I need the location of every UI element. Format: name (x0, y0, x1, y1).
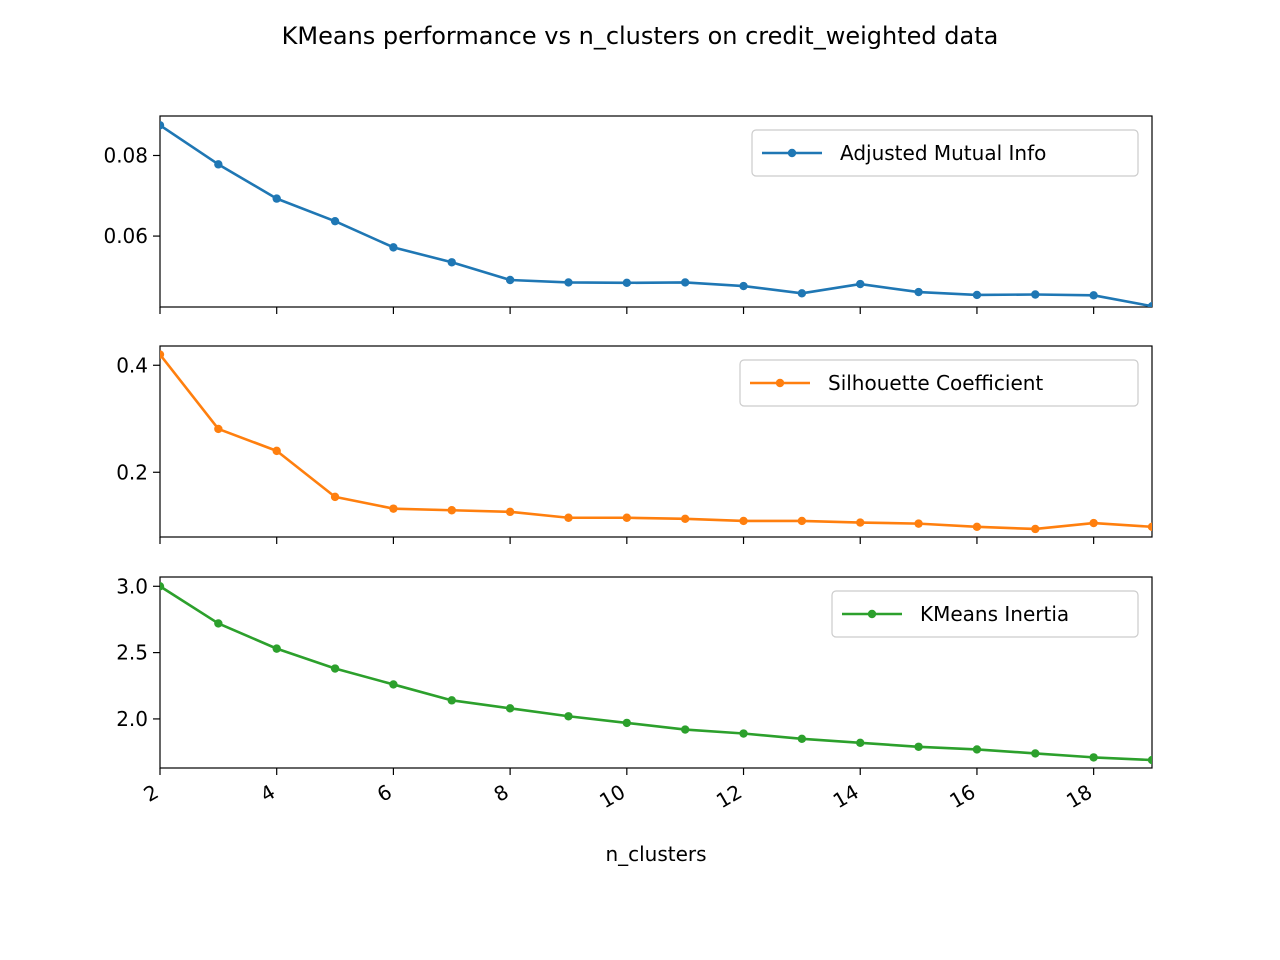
data-point (272, 446, 281, 456)
data-point (330, 492, 340, 502)
legend: Silhouette Coefficient (739, 359, 1139, 407)
series-line (160, 124, 1152, 307)
data-point (1031, 290, 1040, 299)
legend: KMeans Inertia (831, 590, 1139, 638)
data-point (214, 424, 223, 434)
x-axis-label: n_clusters (605, 842, 706, 866)
data-point (914, 519, 923, 528)
panel-2: 0.2 0.4 Silhouette Coefficient (116, 345, 1153, 544)
data-point (856, 738, 865, 747)
axes-frame (159, 345, 1153, 538)
data-point (1089, 518, 1098, 528)
data-point (330, 664, 340, 673)
data-point (622, 718, 632, 728)
axes-frame (159, 576, 1153, 769)
x-tick-label: 18 (1062, 780, 1096, 814)
x-tick-label: 10 (595, 780, 629, 814)
data-point (214, 619, 223, 628)
data-point (564, 513, 573, 522)
data-point (1089, 291, 1098, 300)
y-tick-label: 2.0 (116, 707, 148, 731)
data-point (505, 275, 515, 285)
data-point (447, 506, 456, 515)
data-point (447, 258, 456, 267)
data-point (680, 278, 690, 287)
legend: Adjusted Mutual Info (751, 129, 1139, 177)
legend-label: Adjusted Mutual Info (840, 141, 1046, 165)
x-tick-label: 16 (945, 780, 979, 814)
data-point (272, 644, 281, 653)
data-point (1031, 749, 1040, 758)
data-point (680, 725, 690, 734)
data-point (160, 582, 165, 591)
data-point (856, 518, 865, 527)
legend-box (831, 590, 1139, 638)
data-point (856, 279, 865, 289)
series-line (160, 585, 1152, 762)
x-tick-label: 14 (829, 780, 863, 814)
data-point (797, 734, 807, 744)
data-point (1147, 755, 1152, 765)
series-group (160, 350, 1152, 534)
y-tick-label: 0.08 (103, 143, 148, 167)
legend-marker (775, 378, 785, 388)
data-point (330, 216, 340, 226)
x-tick-label: 6 (373, 780, 396, 807)
data-point (797, 516, 807, 526)
panel-1: 0.06 0.08 Adjusted Mutual Info (103, 115, 1153, 314)
y-tick-label: 0.4 (116, 353, 148, 377)
data-point (739, 729, 748, 738)
data-point (972, 745, 982, 754)
data-point (214, 160, 223, 169)
data-point (914, 742, 923, 751)
y-tick-label: 0.2 (116, 460, 148, 484)
chart-title: KMeans performance vs n_clusters on cred… (282, 22, 999, 50)
data-point (1031, 524, 1040, 534)
data-point (389, 243, 398, 252)
axes-frame (159, 115, 1153, 308)
data-point (564, 278, 573, 287)
legend-marker (867, 609, 877, 619)
data-point (505, 507, 515, 517)
y-tick-label: 3.0 (116, 574, 148, 598)
data-point (797, 289, 807, 298)
data-point (160, 121, 165, 130)
series-group (160, 121, 1152, 307)
legend-box (739, 359, 1139, 407)
legend-box (751, 129, 1139, 177)
x-tick-label: 12 (712, 780, 746, 814)
data-point (622, 513, 632, 522)
data-point (739, 281, 748, 291)
data-point (272, 194, 281, 203)
legend-label: KMeans Inertia (920, 602, 1069, 626)
data-point (447, 696, 456, 705)
data-point (680, 514, 690, 524)
data-point (564, 712, 573, 721)
data-point (389, 680, 398, 689)
data-point (1147, 301, 1152, 307)
data-point (160, 350, 165, 359)
x-tick-label: 4 (256, 780, 279, 807)
y-tick-label: 0.06 (103, 224, 148, 248)
data-point (389, 504, 398, 513)
data-point (972, 522, 982, 532)
x-tick-labels: 2 4 6 8 10 12 14 16 18 (139, 780, 1096, 814)
data-point (739, 516, 748, 526)
data-point (1147, 522, 1152, 532)
series-group (160, 582, 1152, 765)
data-point (505, 704, 515, 713)
y-tick-label: 2.5 (116, 641, 148, 665)
legend-label: Silhouette Coefficient (828, 371, 1043, 395)
x-tick-label: 8 (490, 780, 513, 807)
panel-3: 2.0 2.5 3.0 KMeans Inertia (116, 574, 1153, 775)
data-point (972, 290, 982, 300)
data-point (622, 278, 632, 288)
data-point (914, 287, 923, 297)
legend-marker (787, 148, 797, 158)
series-line (160, 353, 1152, 531)
panels-layer: 0.06 0.08 Adjusted Mutual Info 0.2 0.4 Silhou… (103, 115, 1153, 775)
data-point (1089, 753, 1098, 762)
x-tick-label: 2 (139, 780, 162, 807)
